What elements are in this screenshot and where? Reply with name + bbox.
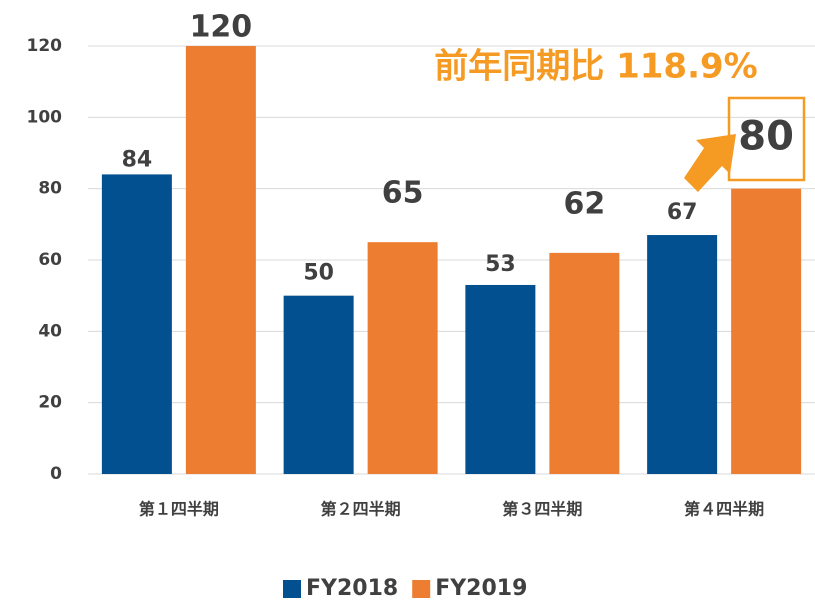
bar [185, 46, 256, 474]
data-label: 120 [190, 10, 253, 45]
y-tick-label: 20 [38, 393, 62, 413]
x-tick-label: 第２四半期 [321, 500, 401, 519]
bar [283, 295, 354, 474]
data-label: 53 [485, 252, 516, 277]
legend-label: FY2018 [306, 576, 398, 601]
data-label: 67 [667, 200, 698, 225]
legend-swatch [283, 580, 301, 598]
x-tick-label: 第１四半期 [139, 500, 219, 519]
bar [549, 252, 620, 474]
bar [465, 284, 536, 474]
y-tick-label: 100 [27, 107, 63, 127]
legend-swatch [412, 580, 431, 598]
x-tick-label: 第４四半期 [684, 500, 764, 519]
bar [101, 174, 172, 474]
bar [731, 188, 802, 474]
data-label: 84 [122, 147, 153, 172]
x-tick-label: 第３四半期 [502, 500, 582, 519]
y-tick-label: 40 [38, 321, 62, 341]
y-tick-label: 80 [38, 179, 62, 199]
arrow [684, 134, 736, 192]
data-label: 80 [738, 114, 794, 160]
bar [367, 242, 438, 474]
y-tick-label: 0 [50, 464, 62, 484]
annotation: 前年同期比 118.9% [434, 47, 757, 87]
data-label: 50 [303, 261, 334, 286]
bar [647, 235, 718, 474]
y-tick-label: 60 [38, 250, 62, 270]
legend-label: FY2019 [435, 576, 527, 601]
y-tick-label: 120 [27, 36, 63, 56]
data-label: 62 [564, 186, 606, 221]
data-label: 65 [382, 176, 424, 211]
